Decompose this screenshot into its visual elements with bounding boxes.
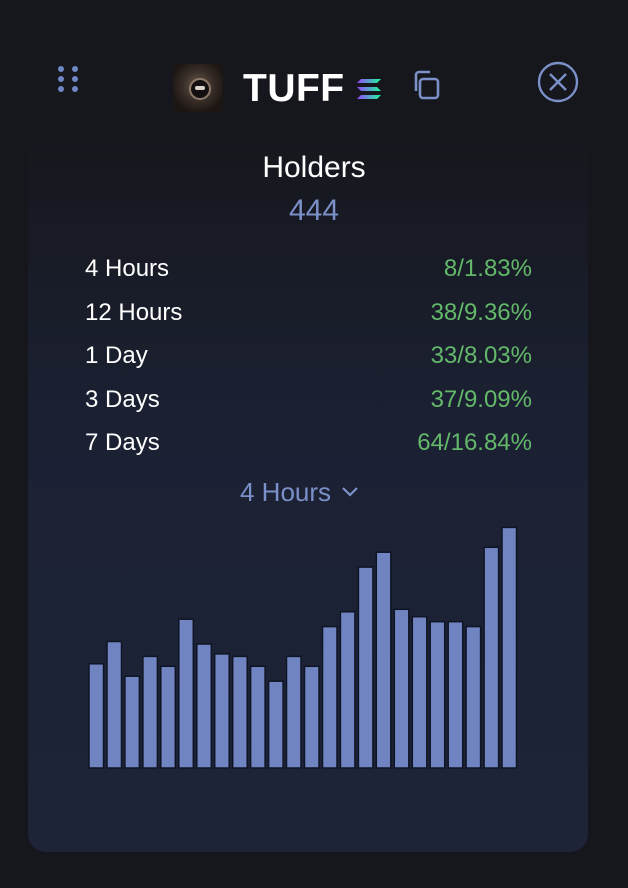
row-label: 4 Hours xyxy=(85,255,170,282)
row-value: 33/8.03% xyxy=(430,342,532,369)
close-icon[interactable] xyxy=(537,61,579,103)
holders-row-12h: 12 Hours 38/9.36% xyxy=(85,296,532,340)
row-value: 37/9.09% xyxy=(430,385,532,413)
header: TUFF xyxy=(0,0,628,140)
row-label: 7 Days xyxy=(85,429,160,456)
row-value: 38/9.36% xyxy=(430,298,532,326)
range-dropdown[interactable]: 4 Hours xyxy=(240,475,359,509)
holders-title: Holders xyxy=(262,151,366,184)
holders-count: 444 xyxy=(288,194,340,227)
holders-row-7d: 7 Days 64/16.84% xyxy=(85,426,532,470)
drag-handle-icon[interactable] xyxy=(58,66,80,100)
solana-icon xyxy=(357,79,381,99)
holders-row-4h: 4 Hours 8/1.83% xyxy=(85,252,532,296)
row-value: 8/1.83% xyxy=(443,255,532,282)
holders-breakdown: 4 Hours 8/1.83% 12 Hours 38/9.36% 1 Day … xyxy=(85,252,532,470)
row-label: 3 Days xyxy=(85,385,160,413)
holders-row-1d: 1 Day 33/8.03% xyxy=(85,339,532,383)
range-dropdown-label: 4 Hours xyxy=(240,477,332,507)
chevron-down-icon xyxy=(342,487,358,497)
holders-row-3d: 3 Days 37/9.09% xyxy=(85,383,532,427)
copy-icon[interactable] xyxy=(410,69,442,101)
token-avatar xyxy=(173,64,223,112)
row-value: 64/16.84% xyxy=(417,429,532,456)
token-name: TUFF xyxy=(243,67,345,110)
row-label: 1 Day xyxy=(85,342,148,369)
row-label: 12 Hours xyxy=(85,298,183,326)
